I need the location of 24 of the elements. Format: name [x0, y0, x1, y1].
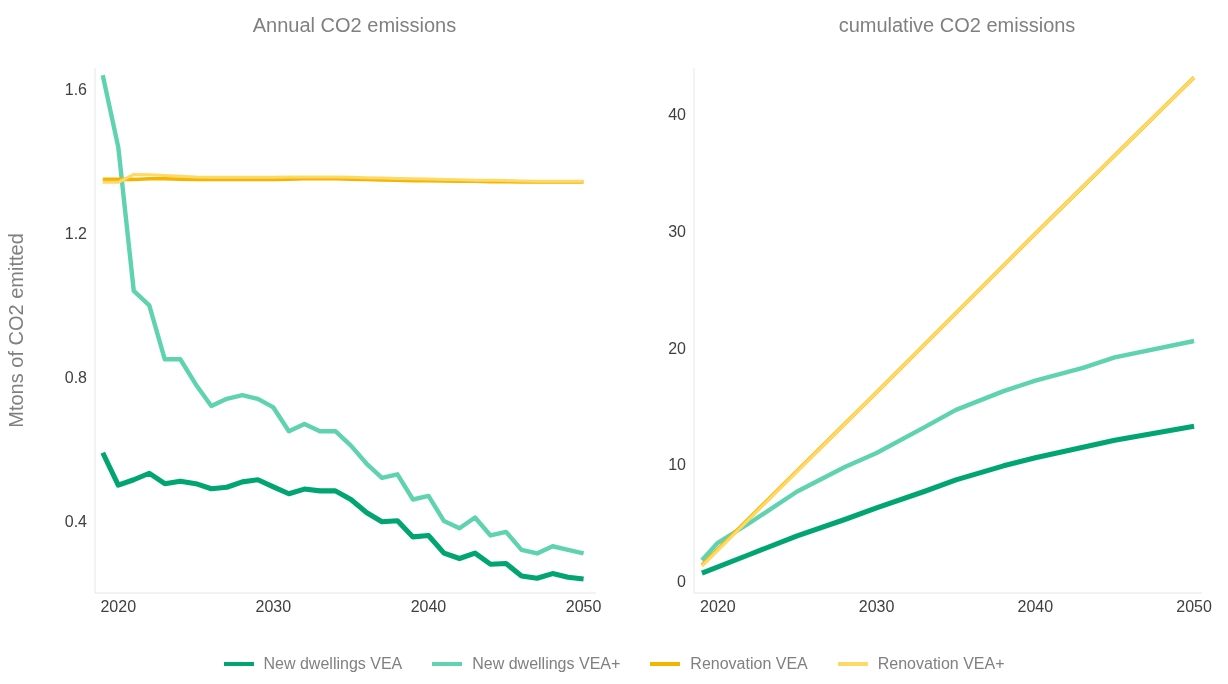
x-tick-label: 2030: [255, 598, 292, 616]
x-tick-label: 2050: [1176, 598, 1212, 616]
legend-label: New dwellings VEA+: [472, 655, 621, 673]
chart-title: Annual CO2 emissions: [251, 13, 458, 38]
legend-label: New dwellings VEA: [263, 655, 403, 673]
y-tick-label: 0.4: [64, 512, 88, 530]
y-tick-label: 0.8: [64, 368, 88, 386]
y-axis-title: Mtons of CO2 emitted: [5, 233, 28, 428]
y-tick-label: 40: [668, 106, 687, 124]
x-tick-label: 2040: [1017, 598, 1054, 616]
legend-label: Renovation VEA+: [877, 655, 1005, 673]
legend-label: Renovation VEA: [690, 655, 808, 673]
x-tick-label: 2030: [858, 598, 895, 616]
x-tick-label: 2020: [100, 598, 137, 616]
x-tick-label: 2050: [565, 598, 602, 616]
y-tick-label: 1.6: [64, 81, 88, 99]
x-tick-label: 2020: [700, 598, 736, 616]
y-tick-label: 0: [677, 573, 687, 591]
chart-title: cumulative CO2 emissions: [837, 13, 1077, 38]
y-tick-label: 30: [668, 223, 687, 241]
y-tick-label: 20: [668, 339, 687, 357]
y-tick-label: 1.2: [64, 225, 88, 243]
y-tick-label: 10: [668, 456, 687, 474]
x-tick-label: 2040: [410, 598, 447, 616]
